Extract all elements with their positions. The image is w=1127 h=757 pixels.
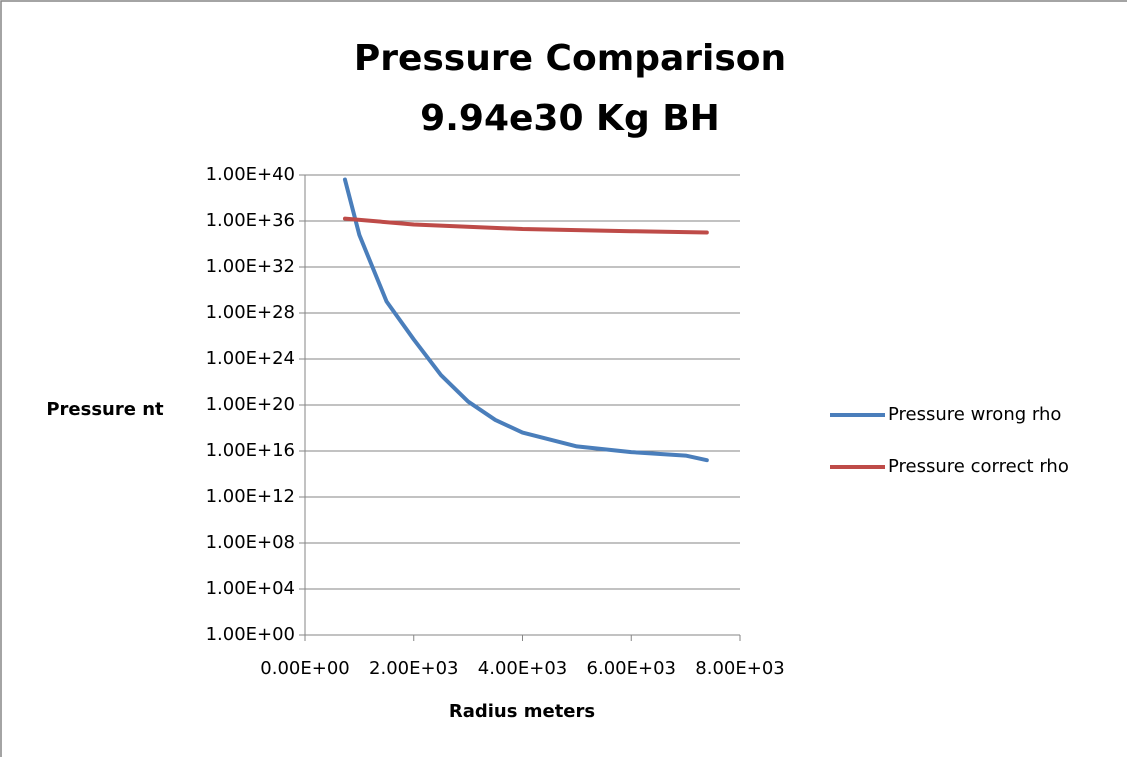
x-tick-label: 6.00E+03 bbox=[587, 658, 676, 679]
series-line bbox=[342, 216, 709, 235]
chart-title: 9.94e30 Kg BH bbox=[420, 98, 720, 139]
chart-title: Pressure Comparison bbox=[354, 38, 786, 79]
legend-label: Pressure correct rho bbox=[888, 456, 1069, 477]
y-tick-label: 1.00E+40 bbox=[206, 164, 295, 185]
y-tick-label: 1.00E+00 bbox=[206, 624, 295, 645]
legend-label: Pressure wrong rho bbox=[888, 404, 1061, 425]
y-tick-label: 1.00E+12 bbox=[206, 486, 295, 507]
y-tick-label: 1.00E+32 bbox=[206, 256, 295, 277]
y-tick-label: 1.00E+16 bbox=[206, 440, 295, 461]
x-axis-title: Radius meters bbox=[449, 701, 595, 722]
y-tick-label: 1.00E+20 bbox=[206, 394, 295, 415]
y-tick-label: 1.00E+04 bbox=[206, 578, 295, 599]
x-tick-label: 2.00E+03 bbox=[369, 658, 458, 679]
y-axis-title: Pressure nt bbox=[46, 399, 164, 420]
x-tick-label: 0.00E+00 bbox=[260, 658, 349, 679]
y-tick-label: 1.00E+24 bbox=[206, 348, 295, 369]
y-tick-label: 1.00E+08 bbox=[206, 532, 295, 553]
y-tick-label: 1.00E+28 bbox=[206, 302, 295, 323]
series-line bbox=[342, 177, 709, 463]
x-tick-label: 4.00E+03 bbox=[478, 658, 567, 679]
x-tick-label: 8.00E+03 bbox=[695, 658, 784, 679]
y-tick-label: 1.00E+36 bbox=[206, 210, 295, 231]
